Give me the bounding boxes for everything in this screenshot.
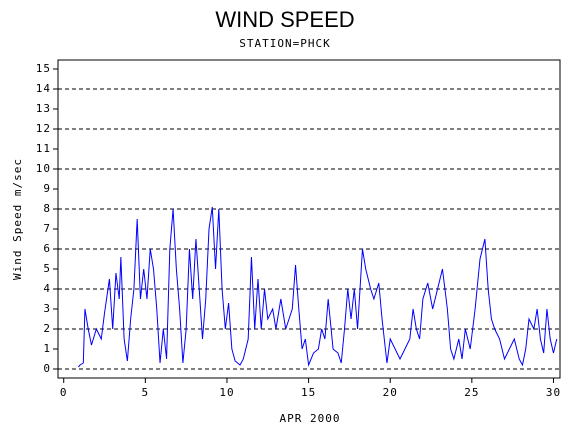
x-tick-label: 10 [219,386,234,399]
y-tick-label: 3 [43,302,51,315]
y-tick-label: 11 [36,142,51,155]
y-tick-label: 8 [43,202,51,215]
y-tick-label: 13 [36,102,51,115]
x-axis-label: APR 2000 [280,412,341,425]
y-tick-label: 15 [36,62,51,75]
x-tick-label: 15 [301,386,316,399]
y-tick-label: 6 [43,242,51,255]
y-tick-label: 14 [36,82,51,95]
plot-frame [57,59,561,379]
y-tick-label: 10 [36,162,51,175]
y-tick-label: 2 [43,322,51,335]
x-tick-label: 20 [383,386,398,399]
x-tick-label: 5 [142,386,150,399]
chart-title: WIND SPEED [215,7,354,32]
y-tick-label: 9 [43,182,51,195]
y-tick-label: 12 [36,122,51,135]
x-tick-label: 30 [546,386,561,399]
chart-subtitle: STATION=PHCK [239,37,330,50]
y-tick-label: 4 [43,282,51,295]
x-tick-label: 0 [60,386,68,399]
y-axis-label: Wind Speed m/sec [11,158,24,280]
y-tick-label: 1 [43,342,51,355]
series-line [78,206,558,368]
y-tick-label: 5 [43,262,51,275]
y-tick-label: 0 [43,362,51,375]
x-tick-label: 25 [464,386,479,399]
y-tick-label: 7 [43,222,51,235]
